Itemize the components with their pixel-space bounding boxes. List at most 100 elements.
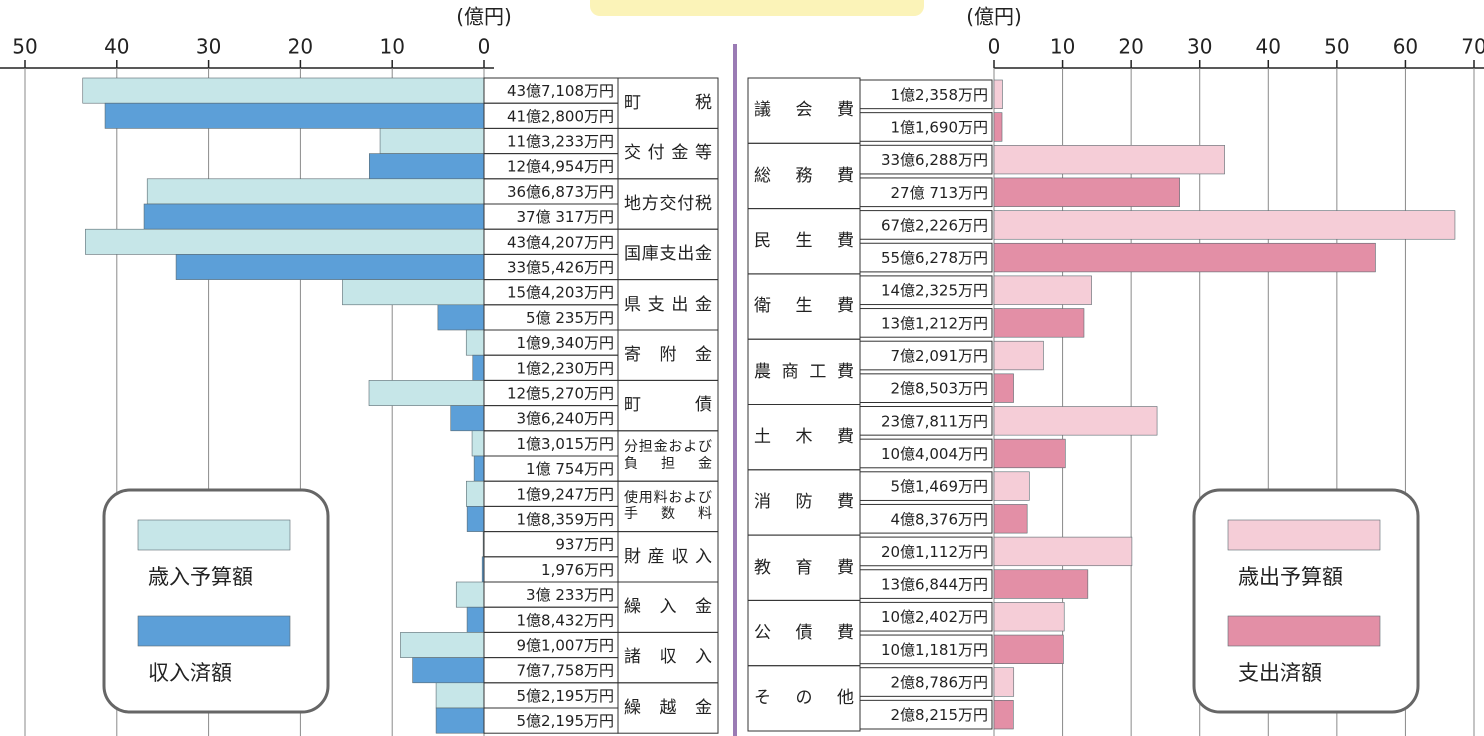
bar xyxy=(993,536,1133,567)
legend-swatch xyxy=(137,519,291,551)
x-tick-label: 40 xyxy=(104,35,129,59)
category-text: 財産収入 xyxy=(624,546,712,567)
legend-swatch xyxy=(1227,519,1381,551)
x-tick-label: 10 xyxy=(1050,35,1075,59)
value-label: 41億2,800万円 xyxy=(507,107,614,125)
category-label: 繰越金 xyxy=(618,683,718,733)
value-label: 36億6,873万円 xyxy=(507,183,614,201)
category-label: 寄附金 xyxy=(618,330,718,380)
category-text: 議会費 xyxy=(754,100,854,121)
bar xyxy=(412,657,485,684)
value-label: 20億1,112万円 xyxy=(881,543,988,561)
category-label: 交付金等 xyxy=(618,128,718,178)
category-text: 使用料および手数料 xyxy=(624,489,712,523)
bar xyxy=(146,178,485,205)
bar xyxy=(993,471,1030,501)
category-text: 繰越金 xyxy=(624,697,712,718)
x-tick-label: 70 xyxy=(1461,35,1484,59)
category-label: 諸収入 xyxy=(618,632,718,682)
value-label: 13億1,212万円 xyxy=(881,314,988,332)
category-text: 町債 xyxy=(624,395,712,416)
bar xyxy=(400,632,485,658)
bar xyxy=(466,506,485,532)
x-tick-label: 40 xyxy=(1256,35,1281,59)
value-label: 5億2,195万円 xyxy=(517,712,615,730)
category-text: 分担金および負担金 xyxy=(624,439,712,472)
value-label: 1億9,247万円 xyxy=(517,485,615,503)
category-label: 地方交付税 xyxy=(618,179,718,229)
bar xyxy=(993,210,1456,240)
bar xyxy=(993,602,1065,632)
value-label: 1,976万円 xyxy=(541,561,614,579)
category-text: 土木費 xyxy=(754,426,854,447)
bar xyxy=(379,128,485,154)
value-label: 7億7,758万円 xyxy=(517,662,615,680)
bar xyxy=(450,405,485,432)
value-label: 33億6,288万円 xyxy=(881,151,988,169)
value-label: 12億5,270万円 xyxy=(507,385,614,403)
category-text: 消防費 xyxy=(754,492,854,513)
value-label: 937万円 xyxy=(555,536,614,554)
x-tick-label: 20 xyxy=(288,35,313,59)
value-label: 67億2,226万円 xyxy=(881,216,988,234)
value-label: 1億8,359万円 xyxy=(517,511,615,529)
category-label: 議会費 xyxy=(748,78,860,143)
bar xyxy=(471,430,485,457)
category-cell xyxy=(617,682,719,734)
value-label: 43億4,207万円 xyxy=(507,233,614,251)
bar xyxy=(993,340,1044,371)
bar xyxy=(993,145,1225,175)
category-label: 繰入金 xyxy=(618,582,718,632)
x-tick-label: 60 xyxy=(1393,35,1418,59)
category-text: 地方交付税 xyxy=(624,193,712,214)
value-label: 55億6,278万円 xyxy=(881,249,988,267)
category-text: 諸収入 xyxy=(624,647,712,668)
bar xyxy=(466,606,485,633)
value-label: 10億2,402万円 xyxy=(881,608,988,626)
value-label: 13億6,844万円 xyxy=(881,576,988,594)
value-label: 14億2,325万円 xyxy=(881,282,988,300)
category-cell xyxy=(747,665,861,732)
bar xyxy=(993,308,1085,338)
category-label: 衛生費 xyxy=(748,274,860,339)
bar xyxy=(104,102,485,129)
category-label: 分担金および負担金 xyxy=(618,431,718,481)
legend-swatch xyxy=(1227,615,1381,647)
category-label: 公債費 xyxy=(748,600,860,665)
category-text: 交付金等 xyxy=(624,143,712,164)
category-label: 町税 xyxy=(618,78,718,128)
category-label: 町債 xyxy=(618,380,718,430)
bar xyxy=(473,455,485,482)
bar xyxy=(993,177,1180,207)
value-label: 5億 235万円 xyxy=(526,309,614,327)
category-label: 民生費 xyxy=(748,209,860,274)
bar xyxy=(368,380,485,406)
category-text: 農商工費 xyxy=(754,361,854,382)
bar xyxy=(85,228,485,255)
legend-swatch xyxy=(137,615,291,647)
value-label: 9億1,007万円 xyxy=(517,637,615,655)
value-label: 37億 317万円 xyxy=(517,208,615,226)
category-label: 教育費 xyxy=(748,535,860,600)
bar xyxy=(82,77,485,104)
bar xyxy=(993,438,1066,469)
bar xyxy=(993,667,1015,697)
category-label: 国庫支出金 xyxy=(618,229,718,279)
bar xyxy=(368,153,485,180)
value-label: 3億6,240万円 xyxy=(517,410,615,428)
bar xyxy=(993,569,1089,599)
x-tick-label: 50 xyxy=(12,35,37,59)
header-tab xyxy=(590,0,924,16)
category-label: 県支出金 xyxy=(618,280,718,330)
bar xyxy=(472,354,485,381)
value-label: 43億7,108万円 xyxy=(507,82,614,100)
value-label: 2億8,786万円 xyxy=(891,674,989,692)
value-label: 3億 233万円 xyxy=(526,586,614,604)
value-label: 2億8,215万円 xyxy=(891,706,989,724)
bar xyxy=(993,242,1376,273)
category-label: 農商工費 xyxy=(748,339,860,404)
category-label: 総務費 xyxy=(748,143,860,208)
bar xyxy=(466,480,485,507)
value-label: 27億 713万円 xyxy=(891,184,989,202)
